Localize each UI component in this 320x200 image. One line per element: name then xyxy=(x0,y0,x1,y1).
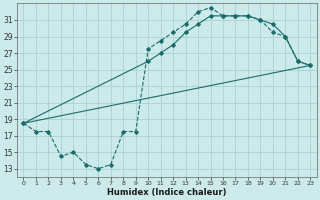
X-axis label: Humidex (Indice chaleur): Humidex (Indice chaleur) xyxy=(107,188,227,197)
